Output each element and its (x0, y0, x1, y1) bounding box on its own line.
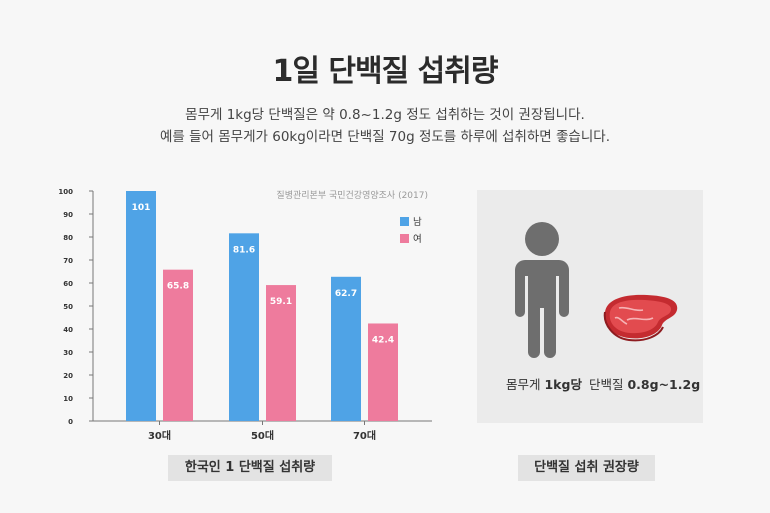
bar-value-label: 65.8 (167, 282, 189, 292)
y-tick-label: 0 (68, 418, 73, 426)
page-title: 1일 단백질 섭취량 (272, 54, 499, 89)
y-tick-label: 100 (58, 188, 73, 196)
y-tick-label: 40 (63, 326, 73, 334)
page-subtitle: 몸무게 1kg당 단백질은 약 0.8~1.2g 정도 섭취하는 것이 권장됩니… (0, 104, 770, 148)
legend-label: 여 (413, 233, 422, 245)
subtitle-line-1: 몸무게 1kg당 단백질은 약 0.8~1.2g 정도 섭취하는 것이 권장됩니… (185, 107, 585, 123)
y-tick-label: 90 (63, 211, 73, 219)
weight-label: 몸무게 1kg당 (506, 377, 582, 392)
y-tick-label: 70 (63, 257, 73, 265)
bar-male (126, 191, 156, 421)
bar-female (368, 323, 398, 421)
bar-male (229, 233, 259, 421)
person-icon (515, 222, 569, 358)
y-tick-label: 60 (63, 280, 73, 288)
y-tick-label: 10 (63, 395, 73, 403)
x-tick-label: 70대 (353, 429, 376, 442)
x-tick-label: 30대 (148, 429, 171, 442)
bar-female (163, 269, 193, 421)
legend-label: 남 (413, 217, 422, 228)
bar-value-label: 59.1 (270, 297, 292, 307)
bar-female (266, 285, 296, 421)
protein-intake-bar-chart: 0 10 20 30 40 50 60 70 80 90 100 101 65.8 30대 81.6 59.1… (58, 188, 432, 442)
chart-source: 질병관리본부 국민건강영양조사 (2017) (276, 189, 428, 201)
subtitle-line-2: 예를 들어 몸무게가 60kg이라면 단백질 70g 정도를 하루에 섭취하면 … (160, 129, 610, 145)
chart-caption: 한국인 1 단백질 섭취량 (168, 455, 332, 481)
protein-label: 단백질 0.8g~1.2g (589, 377, 701, 392)
y-tick-label: 30 (63, 349, 73, 357)
steak-icon (603, 294, 678, 342)
bar-value-label: 101 (132, 203, 151, 213)
legend-swatch (400, 234, 409, 243)
bar-male (331, 276, 361, 421)
bar-value-label: 62.7 (335, 289, 357, 299)
y-tick-label: 80 (63, 234, 73, 242)
bar-value-label: 81.6 (233, 245, 255, 255)
recommendation-caption: 단백질 섭취 권장량 (518, 455, 655, 481)
recommendation-panel (477, 190, 703, 423)
bar-value-label: 42.4 (372, 335, 394, 345)
y-tick-label: 20 (63, 372, 73, 380)
y-tick-label: 50 (63, 303, 73, 311)
legend-swatch (400, 217, 409, 226)
x-tick-label: 50대 (251, 429, 274, 442)
